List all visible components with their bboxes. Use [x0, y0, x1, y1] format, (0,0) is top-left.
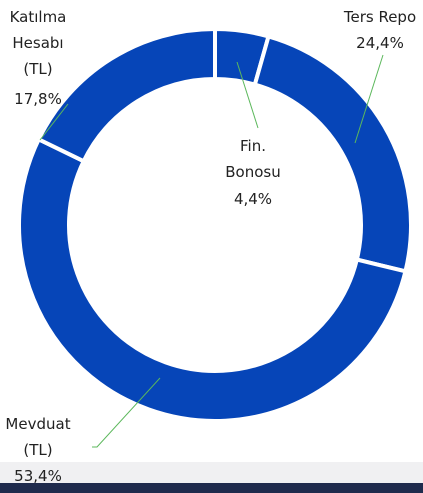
category-label: Katılma Hesabı (TL): [9, 8, 67, 78]
leader-line: [92, 377, 161, 448]
leader-line: [354, 54, 384, 144]
value-label: 4,4%: [233, 190, 273, 208]
value-label: 53,4%: [14, 467, 62, 485]
footer-strip: [0, 462, 423, 483]
category-label: Mevduat (TL): [5, 415, 71, 459]
value-label: 17,8%: [14, 90, 62, 108]
category-label: Fin. Bonosu: [225, 137, 281, 181]
leader-line: [39, 103, 69, 141]
donut-segment: [17, 136, 408, 423]
donut-segment: [36, 26, 217, 164]
value-label: 24,4%: [356, 34, 404, 52]
category-label: Ters Repo: [343, 8, 417, 26]
footer-bar: [0, 483, 423, 493]
leader-line: [236, 61, 259, 129]
leader-lines: [39, 54, 384, 448]
